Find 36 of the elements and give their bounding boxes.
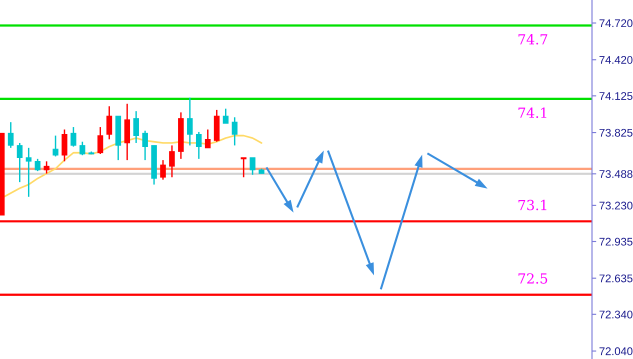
- y-tick-label: 74.125: [600, 92, 632, 100]
- candlestick: [106, 106, 112, 140]
- candlestick: [16, 142, 23, 183]
- candlestick: [80, 141, 86, 156]
- y-tick-label: 72.340: [600, 310, 632, 318]
- y-tick-label: 73.488: [600, 170, 632, 178]
- candlestick: [169, 144, 175, 178]
- candlestick: [196, 131, 202, 160]
- candlestick: [62, 128, 68, 162]
- candlestick: [160, 159, 166, 180]
- y-tick-label: 74.420: [600, 56, 632, 64]
- ref-line-label: 74.1: [518, 107, 546, 118]
- y-tick-label: 72.040: [600, 347, 632, 356]
- ref-line-label: 72.5: [518, 273, 548, 284]
- candlestick: [34, 158, 40, 172]
- y-tick-label: 73.230: [600, 202, 632, 210]
- candlestick: [187, 96, 193, 146]
- ref-line-label: 73.1: [518, 200, 546, 210]
- candlestick: [222, 108, 229, 124]
- y-tick-label: 72.935: [600, 238, 632, 246]
- candlestick: [124, 103, 130, 161]
- candlestick: [44, 160, 50, 174]
- candlestick: [250, 156, 256, 176]
- y-tick-label: 72.635: [600, 274, 632, 282]
- candlestick: [8, 121, 14, 149]
- ref-line-label: 74.7: [518, 34, 548, 45]
- y-tick-label: 73.825: [600, 128, 632, 137]
- candlestick: [204, 128, 211, 149]
- candlestick: [142, 130, 148, 161]
- candlestick: [232, 116, 238, 146]
- candlestick: [133, 110, 139, 144]
- candlestick: [52, 134, 58, 158]
- candlestick: [26, 147, 32, 198]
- y-tick-label: 74.720: [600, 19, 632, 28]
- candlestick: [97, 126, 104, 155]
- candlestick: [70, 126, 76, 148]
